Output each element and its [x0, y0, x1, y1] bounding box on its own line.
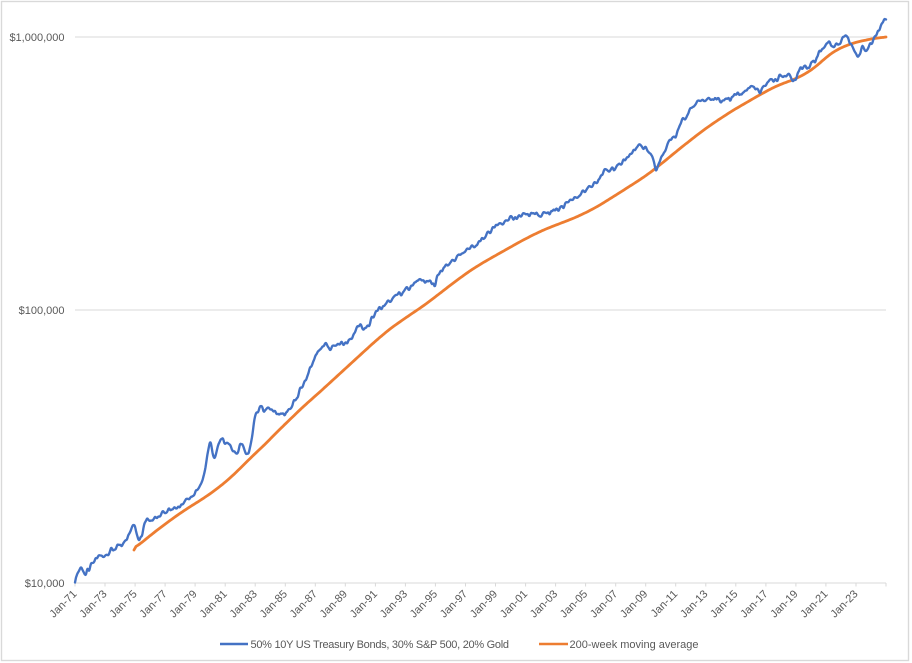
svg-text:200-week moving average: 200-week moving average — [570, 639, 699, 651]
svg-text:$1,000,000: $1,000,000 — [9, 32, 64, 44]
svg-text:$10,000: $10,000 — [25, 578, 65, 590]
svg-text:$100,000: $100,000 — [19, 305, 65, 317]
svg-text:50% 10Y US Treasury Bonds, 30%: 50% 10Y US Treasury Bonds, 30% S&P 500, … — [251, 639, 509, 651]
